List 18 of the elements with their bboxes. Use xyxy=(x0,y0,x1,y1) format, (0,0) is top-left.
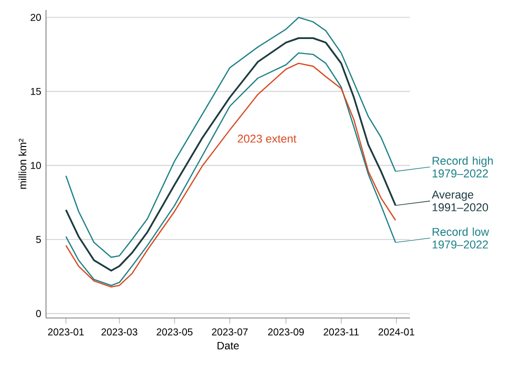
legend-label: Average 1991–2020 xyxy=(432,190,488,212)
legend-label: Record low 1979–2022 xyxy=(432,228,490,249)
legend-label: Record high 1979–2022 xyxy=(432,156,493,178)
x-tick-label: 2023-01 xyxy=(48,328,84,336)
x-tick-label: 2023-05 xyxy=(156,328,193,336)
y-tick-label: 20 xyxy=(30,14,41,21)
x-tick-label: 2023-09 xyxy=(268,328,304,336)
x-tick-label: 2023-11 xyxy=(324,328,359,336)
y-tick-label: 10 xyxy=(30,162,41,170)
y-tick-label: 0 xyxy=(36,310,41,318)
y-tick-label: 5 xyxy=(36,236,41,243)
x-tick-label: 2023-03 xyxy=(102,328,138,336)
x-axis-title: Date xyxy=(218,342,239,350)
x-tick-label: 2023-07 xyxy=(212,328,248,336)
x-tick-label: 2024-01 xyxy=(378,328,414,336)
series-label: 2023 extent xyxy=(238,134,296,143)
y-tick-label: 15 xyxy=(30,88,41,95)
y-axis-title: million km² xyxy=(18,138,26,189)
